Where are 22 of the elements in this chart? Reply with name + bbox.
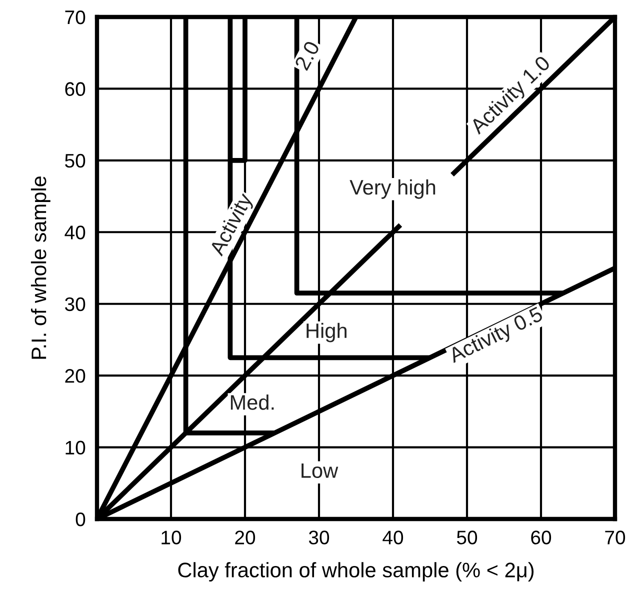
x-tick-label: 50 [456, 530, 478, 544]
annotation: 2.0 [294, 40, 320, 71]
x-tick-label: 40 [382, 530, 404, 544]
y-tick-label: 20 [65, 369, 86, 383]
annotation: High [306, 322, 346, 342]
y-axis-title: P.I. of whole sample [30, 176, 50, 359]
x-tick-label: 70 [605, 530, 626, 544]
annotation: Low [302, 463, 338, 478]
annotation: Med. [230, 394, 274, 410]
x-tick-label: 30 [308, 530, 330, 544]
y-tick-label: 30 [65, 297, 86, 312]
x-tick-label: 20 [235, 530, 256, 544]
y-tick-label: 0 [76, 512, 86, 526]
annotation: Very high [350, 179, 436, 199]
y-tick-label: 50 [65, 154, 86, 168]
x-tick-label: 10 [162, 530, 182, 544]
y-tick-label: 40 [64, 226, 86, 240]
y-tick-label: 60 [65, 82, 86, 96]
x-tick-label: 60 [531, 530, 552, 544]
y-tick-label: 10 [66, 440, 86, 455]
x-axis-title: Clay fraction of whole sample (% < 2μ) [178, 562, 534, 582]
y-tick-label: 70 [65, 10, 86, 24]
